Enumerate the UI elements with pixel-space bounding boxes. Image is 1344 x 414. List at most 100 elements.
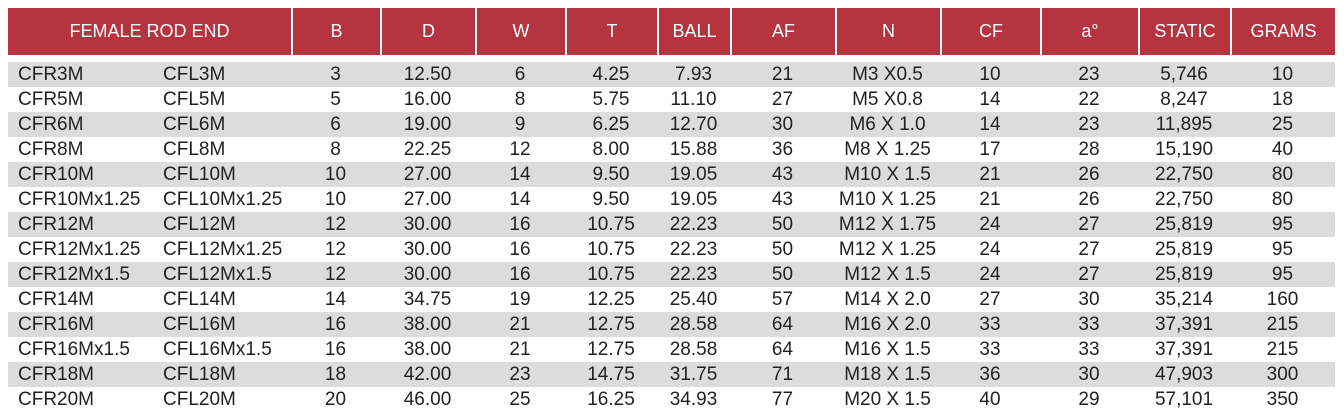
table-cell: CFR18M: [18, 364, 95, 385]
table-cell: CFL10M: [163, 164, 236, 185]
table-cell: 12.75: [587, 339, 635, 360]
header-cell: B: [291, 8, 380, 55]
table-cell: M6 X 1.0: [849, 114, 926, 135]
table-cell: 23: [1078, 114, 1100, 135]
table-cell: 16: [509, 239, 531, 260]
table-cell: 10: [324, 164, 347, 185]
table-cell: 43: [771, 164, 794, 185]
table-cell: CFL6M: [163, 114, 226, 135]
table-cell: 16: [509, 264, 531, 285]
table-cell: 27: [1078, 264, 1100, 285]
table-cell: 9.50: [592, 189, 630, 210]
table-cell: 42.00: [403, 364, 452, 385]
table-cell: 350: [1266, 389, 1299, 410]
table-cell: 30.00: [403, 264, 452, 285]
table-cell: 26: [1078, 189, 1100, 210]
table-cell: CFR12Mx1.5: [18, 264, 130, 285]
header-cell: CF: [940, 8, 1040, 55]
table-cell: 3: [330, 64, 341, 85]
table-cell: 6: [514, 64, 526, 85]
table-cell: CFL3M: [163, 64, 226, 85]
table-cell: CFR8M: [18, 139, 84, 160]
header-cell: T: [565, 8, 657, 55]
table-cell: 12.25: [587, 289, 635, 310]
table-cell: M10 X 1.5: [844, 164, 931, 185]
table-cell: CFR16Mx1.5: [18, 339, 130, 360]
table-cell: 8.00: [592, 139, 630, 160]
table-cell: M12 X 1.25: [838, 239, 937, 260]
table-cell: 19.05: [669, 164, 718, 185]
table-cell: 25,819: [1154, 239, 1214, 260]
table-cell: 23: [509, 364, 531, 385]
table-cell: CFL5M: [163, 89, 226, 110]
table-cell: 18: [324, 364, 347, 385]
row-stripe: [8, 112, 1335, 137]
table-cell: 35,214: [1154, 289, 1214, 310]
table-cell: 19.00: [403, 114, 452, 135]
table-cell: 9: [514, 114, 526, 135]
table-cell: 33: [1078, 339, 1100, 360]
table-cell: 22.23: [669, 264, 718, 285]
header-cell: AF: [730, 8, 835, 55]
table-cell: CFR14M: [18, 289, 95, 310]
table-cell: 28.58: [669, 314, 718, 335]
table-cell: 47,903: [1154, 364, 1214, 385]
table-cell: 22,750: [1154, 164, 1214, 185]
table-cell: 22.23: [669, 214, 718, 235]
table-cell: 25.40: [669, 289, 718, 310]
table-cell: CFR12Mx1.25: [18, 239, 141, 260]
table-cell: 5,746: [1160, 64, 1208, 85]
table-cell: CFR5M: [18, 89, 84, 110]
table-cell: 80: [1271, 189, 1294, 210]
header-cell: D: [380, 8, 475, 55]
table-cell: 28: [1078, 139, 1100, 160]
table-cell: 57,101: [1154, 389, 1214, 410]
table-cell: CFL18M: [163, 364, 236, 385]
table-cell: CFR3M: [18, 64, 84, 85]
table-cell: 12.50: [403, 64, 452, 85]
table-cell: 36: [979, 364, 1001, 385]
table-cell: M14 X 2.0: [844, 289, 931, 310]
table-cell: 16: [324, 339, 347, 360]
table-cell: 14: [979, 89, 1001, 110]
table-cell: 25: [1271, 114, 1294, 135]
table-cell: 12.75: [587, 314, 635, 335]
table-cell: 95: [1271, 214, 1294, 235]
table-cell: 6: [330, 114, 341, 135]
table-cell: 19: [509, 289, 531, 310]
table-cell: CFL16M: [163, 314, 236, 335]
table-cell: 16.00: [403, 89, 452, 110]
table-cell: CFR16M: [18, 314, 95, 335]
table-cell: M8 X 1.25: [844, 139, 931, 160]
table-cell: M20 X 1.5: [844, 389, 931, 410]
table-cell: 11.10: [670, 89, 717, 110]
row-stripe: [8, 262, 1335, 287]
header-cell: GRAMS: [1230, 8, 1335, 55]
table-cell: CFL12M: [163, 214, 236, 235]
table-cell: 12: [324, 214, 347, 235]
table-cell: 37,391: [1154, 339, 1214, 360]
table-cell: 34.75: [403, 289, 452, 310]
table-cell: M3 X0.5: [852, 64, 923, 85]
table-cell: M16 X 1.5: [844, 339, 931, 360]
table-cell: 25: [509, 389, 531, 410]
table-cell: 15.88: [669, 139, 718, 160]
table-cell: 77: [771, 389, 794, 410]
table-cell: M5 X0.8: [852, 89, 923, 110]
table-cell: 160: [1266, 289, 1299, 310]
table-cell: 95: [1271, 239, 1294, 260]
table-cell: 30: [1078, 289, 1100, 310]
table-cell: 22.25: [403, 139, 452, 160]
table-cell: 30: [771, 114, 794, 135]
table-cell: 8,247: [1160, 89, 1208, 110]
table-cell: M18 X 1.5: [844, 364, 931, 385]
table-cell: 40: [1271, 139, 1294, 160]
table-cell: 25,819: [1154, 264, 1214, 285]
table-cell: 215: [1266, 339, 1299, 360]
table-cell: 23: [1078, 64, 1100, 85]
table-cell: 33: [979, 314, 1001, 335]
header-cell: N: [835, 8, 940, 55]
table-cell: 16: [509, 214, 531, 235]
table-cell: 40: [979, 389, 1001, 410]
